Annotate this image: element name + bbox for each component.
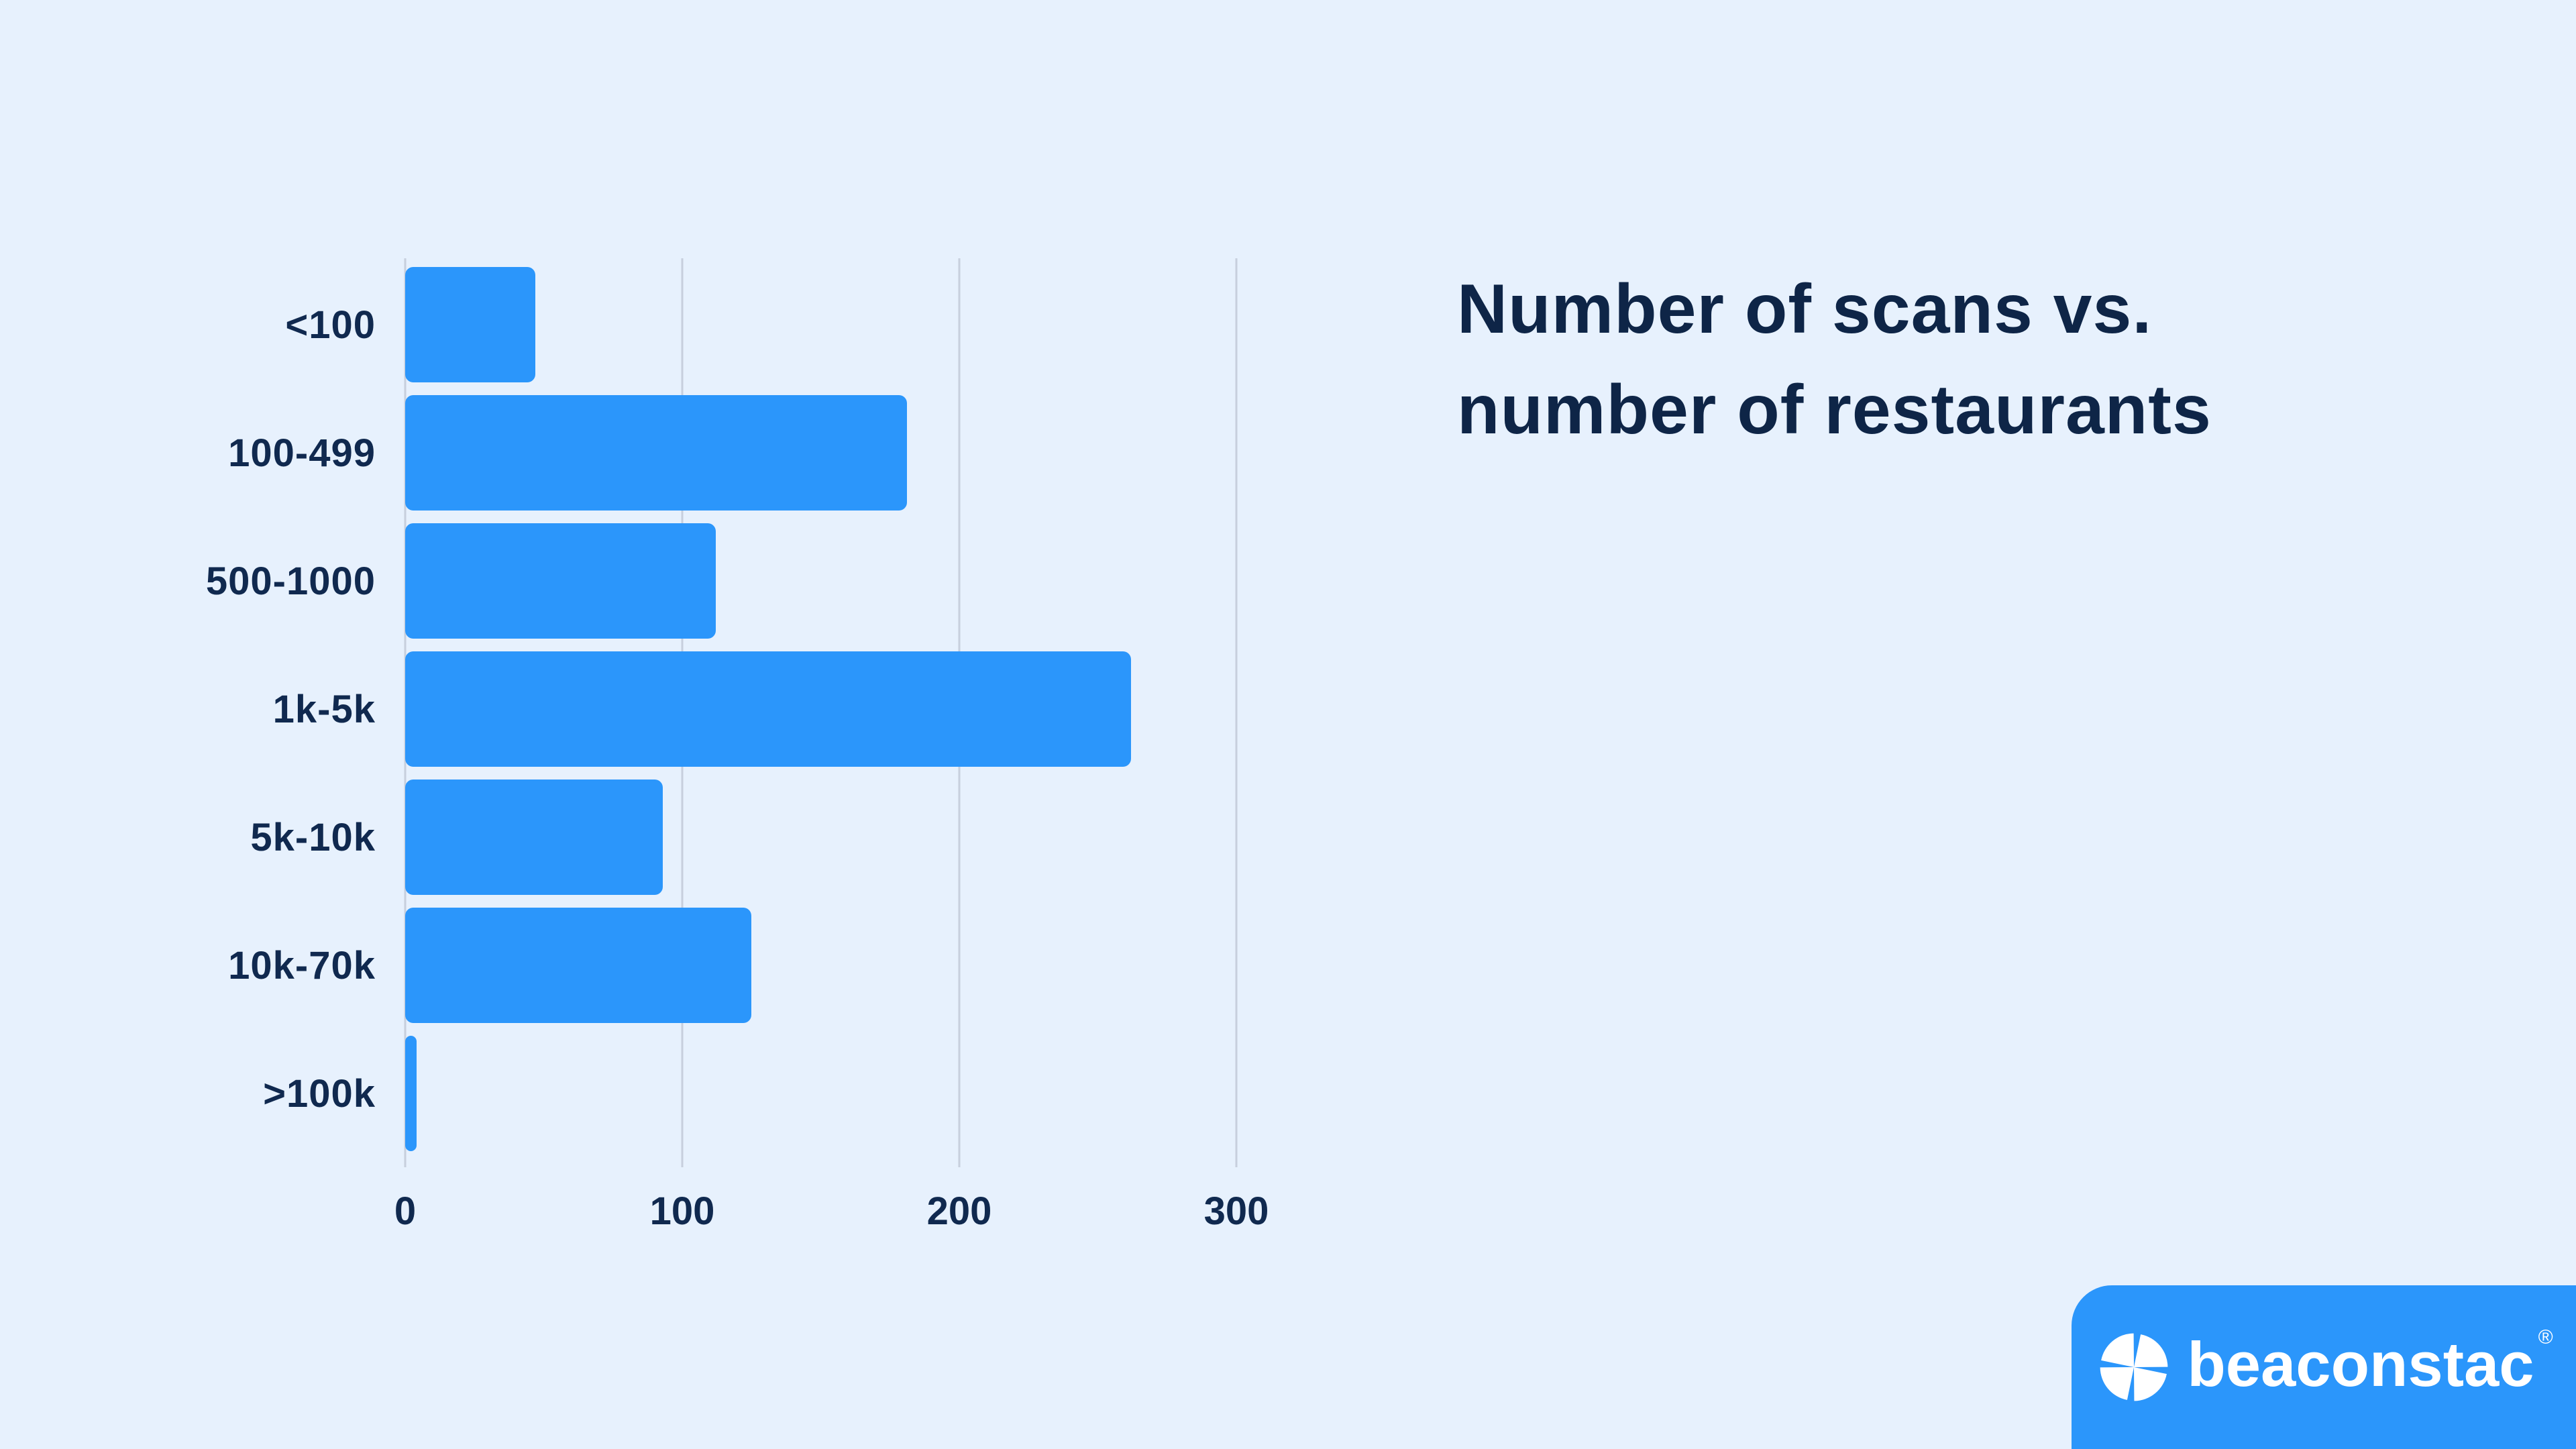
- category-label-1: 100-499: [228, 431, 376, 475]
- x-tick-label-200: 200: [926, 1189, 992, 1233]
- category-label-4: 5k-10k: [250, 815, 376, 859]
- brand-badge: beaconstac ®: [2072, 1285, 2576, 1449]
- x-tick-label-300: 300: [1203, 1189, 1269, 1233]
- chart-title-line-2: number of restaurants: [1457, 371, 2212, 449]
- category-label-2: 500-1000: [205, 559, 376, 603]
- bar-0: [405, 267, 536, 382]
- gridline-x-300: [1235, 258, 1238, 1167]
- bar-6: [405, 1036, 417, 1151]
- chart-title-line-1: Number of scans vs.: [1457, 270, 2153, 348]
- x-tick-label-0: 0: [394, 1189, 417, 1233]
- category-label-3: 1k-5k: [272, 687, 376, 731]
- bar-3: [405, 651, 1132, 767]
- bar-5: [405, 908, 752, 1023]
- category-label-0: <100: [285, 303, 376, 347]
- brand-name: beaconstac: [2187, 1329, 2534, 1399]
- bar-2: [405, 523, 716, 639]
- chart-title: Number of scans vs. number of restaurant…: [1457, 259, 2212, 460]
- category-label-6: >100k: [263, 1071, 376, 1116]
- category-label-5: 10k-70k: [228, 943, 376, 987]
- bar-1: [405, 395, 907, 511]
- x-tick-label-100: 100: [649, 1189, 715, 1233]
- registered-trademark-symbol: ®: [2538, 1326, 2553, 1348]
- bar-chart: <100 100-499 500-1000 1k-5k 5k-10k 10k-70k >10…: [205, 258, 1269, 1233]
- pinwheel-icon: [2100, 1333, 2168, 1401]
- brand-wordmark: beaconstac ®: [2187, 1328, 2553, 1396]
- bar-4: [405, 780, 663, 895]
